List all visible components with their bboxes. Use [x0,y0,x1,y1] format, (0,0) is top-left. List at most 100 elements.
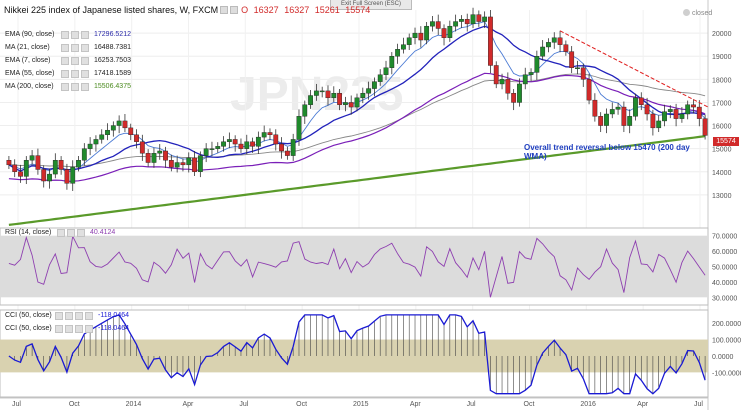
candle [598,112,604,133]
eye-icon[interactable] [61,43,69,52]
settings-icon[interactable] [71,69,79,78]
candle-body [81,148,87,161]
candle [296,109,302,146]
candle-body [598,116,604,126]
legend-row-ma200[interactable]: MA (200, close) 15506.4375 [5,80,131,93]
eye-icon[interactable] [61,56,69,65]
candle [383,60,389,81]
trend-annotation: Overall trend reversal below 15470 (200 … [524,143,690,161]
settings-icon[interactable] [67,228,75,237]
close-icon[interactable] [81,43,89,52]
candle-body [87,143,93,149]
legend-row-cci[interactable]: CCI (50, close) -118.0464 [5,309,129,322]
settings-icon[interactable] [71,30,79,39]
candle-body [47,173,52,182]
candle [517,78,522,107]
candle [116,115,122,134]
candle [476,10,482,27]
candle [424,22,430,45]
legend-row-ema55[interactable]: EMA (55, close) 17418.1589 [5,67,131,80]
candle [372,77,377,97]
settings-icon[interactable] [71,43,79,52]
candle [354,93,360,112]
legend-row-ema90[interactable]: EMA (90, close) 17296.5212 [5,28,131,41]
candle [546,38,551,53]
eye-icon[interactable] [57,228,65,237]
close-icon[interactable] [77,228,85,237]
candle-body [702,118,708,136]
legend-value: 15506.4375 [94,83,131,90]
legend-value: -118.0464 [98,325,130,332]
settings-toggle[interactable] [230,6,239,14]
time-tick-label: Apr [410,401,422,408]
candle-body [691,104,696,108]
exit-fullscreen-button[interactable]: Exit Full Screen (ESC) [330,0,412,10]
legend-row-ma21[interactable]: MA (21, close) 16488.7381 [5,41,131,54]
candle-body [319,90,325,93]
candle [662,104,667,127]
legend-row-ema7[interactable]: EMA (7, close) 16253.7503 [5,54,131,67]
candle-body [395,49,401,57]
candle-body [337,92,342,105]
candle [453,14,459,32]
candle [563,40,569,56]
settings-icon[interactable] [71,82,79,91]
candle [319,86,325,98]
candle-body [430,21,435,27]
market-status-label: closed [692,10,713,17]
eye-icon[interactable] [61,69,69,78]
candle-body [366,88,372,94]
candle [244,134,250,154]
candle [540,40,546,61]
candle [656,115,662,133]
candle [58,156,64,175]
close-icon[interactable] [81,56,89,65]
candle [488,10,493,74]
more-icon[interactable] [85,324,93,333]
candle-body [232,139,238,145]
eye-icon[interactable] [55,324,63,333]
legend-row-cci-2[interactable]: CCI (50, close) -118.0464 [5,322,129,335]
candle [203,143,209,163]
eye-icon[interactable] [55,311,63,320]
candle-body [412,32,418,38]
candle-body [563,44,569,52]
eye-icon[interactable] [61,30,69,39]
candle-body [696,106,702,119]
visibility-toggle[interactable] [220,6,229,14]
close-icon[interactable] [81,69,89,78]
settings-icon[interactable] [65,324,73,333]
candle-body [372,81,377,89]
candle-body [418,32,424,41]
price-tick-label: 14000 [712,170,732,177]
time-tick-label: Apr [183,401,195,408]
settings-icon[interactable] [65,311,73,320]
close-icon[interactable] [75,311,83,320]
candle [430,16,435,32]
candle-body [580,67,586,80]
candle-body [464,19,470,25]
ma200-line [8,135,706,226]
price-tick-label: 19000 [712,54,732,61]
rsi-line [8,234,706,298]
candle [389,52,395,75]
close-icon[interactable] [81,30,89,39]
candle [377,69,383,86]
eye-icon[interactable] [61,82,69,91]
candle [186,152,192,173]
candle [604,108,609,134]
candle [505,72,511,100]
close-icon[interactable] [75,324,83,333]
candle-body [482,16,488,22]
more-icon[interactable] [85,311,93,320]
candle [18,164,23,183]
candle-body [354,97,360,108]
legend-row-rsi[interactable]: RSI (14, close) 40.4124 [5,226,115,239]
settings-icon[interactable] [71,56,79,65]
candle [308,89,313,109]
close-icon[interactable] [81,82,89,91]
cci-tick-label: 100.0000 [712,338,741,345]
candle [673,103,679,127]
candle [627,109,633,134]
candle [633,93,638,121]
